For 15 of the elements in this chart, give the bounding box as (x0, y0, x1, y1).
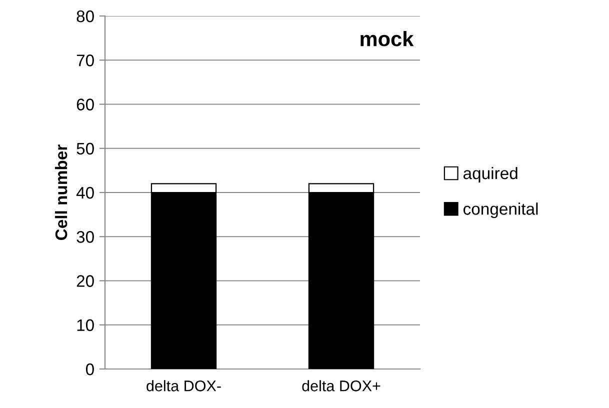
y-tick-label: 60 (76, 98, 94, 110)
x-tick-label: delta DOX+ (302, 380, 380, 392)
y-tick-label: 10 (77, 319, 94, 332)
legend-label: congenital (463, 202, 538, 218)
y-tick-label: 70 (76, 54, 94, 66)
y-tick-label: 50 (76, 142, 94, 155)
y-tick-label: 80 (76, 10, 94, 22)
y-axis-title: Cell number (54, 144, 68, 240)
y-tick-label: 0 (86, 363, 94, 376)
text: mock (360, 31, 414, 46)
legend-label: aquired (463, 166, 518, 182)
y-tick-label: 30 (76, 231, 94, 243)
y-tick-label: 20 (76, 275, 94, 287)
x-tick-label: delta DOX- (146, 380, 221, 392)
y-tick-label: 40 (76, 186, 94, 199)
